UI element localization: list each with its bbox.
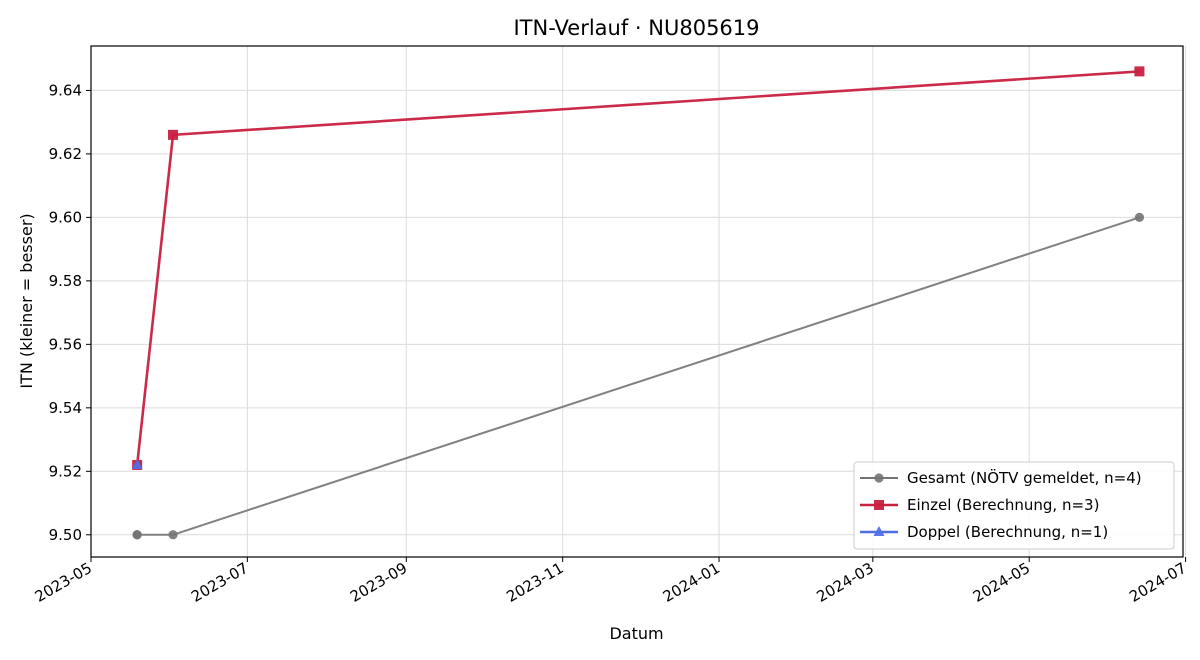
x-tick-label: 2024-05 [970,559,1033,606]
series-line [135,70,1140,466]
data-point [168,129,179,140]
series-1 [132,66,1145,470]
legend-item: Gesamt (NÖTV gemeldet, n=4) [860,468,1142,487]
legend-box [853,461,1175,550]
legend: Gesamt (NÖTV gemeldet, n=4) Einzel (Berec… [853,461,1175,550]
data-point [1134,66,1145,77]
legend-marker [873,526,885,536]
data-point [132,530,142,540]
legend-item: Doppel (Berechnung, n=1) [860,523,1108,541]
chart-title: ITN-Verlauf · NU805619 [513,16,759,40]
series-2 [131,458,143,469]
x-tick-label: 2023-09 [347,559,410,606]
y-tick-label: 9.54 [49,399,82,417]
x-tick-label: 2023-05 [32,559,95,606]
x-tick-label: 2023-11 [503,559,566,606]
y-tick-label: 9.62 [49,145,82,163]
legend-label: Einzel (Berechnung, n=3) [907,496,1099,514]
x-tick-label: 2023-07 [188,559,251,606]
x-axis-label: Datum [609,624,663,643]
plot-frame [90,45,1184,558]
y-tick-label: 9.52 [49,462,82,480]
legend-marker [874,473,884,483]
x-tick-label: 2024-07 [1126,559,1189,606]
y-tick-label: 9.58 [49,272,82,290]
legend-marker [874,500,884,510]
y-axis-label: ITN (kleiner = besser) [17,213,36,388]
series-0 [132,212,1145,540]
data-point [131,458,143,469]
data-point [1134,212,1145,222]
x-tick-label: 2024-03 [814,559,877,606]
y-tick-label: 9.56 [49,335,82,353]
y-tick-label: 9.60 [49,208,82,226]
y-tick-label: 9.64 [49,81,82,99]
y-tick-label: 9.50 [49,526,82,544]
legend-label: Doppel (Berechnung, n=1) [907,523,1108,541]
legend-label: Gesamt (NÖTV gemeldet, n=4) [907,468,1142,487]
legend-item: Einzel (Berechnung, n=3) [860,496,1099,514]
x-tick-label: 2024-01 [660,559,723,606]
data-point [168,530,178,540]
series-layer [131,66,1145,540]
